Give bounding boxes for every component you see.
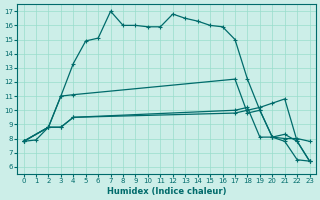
X-axis label: Humidex (Indice chaleur): Humidex (Indice chaleur) xyxy=(107,187,226,196)
